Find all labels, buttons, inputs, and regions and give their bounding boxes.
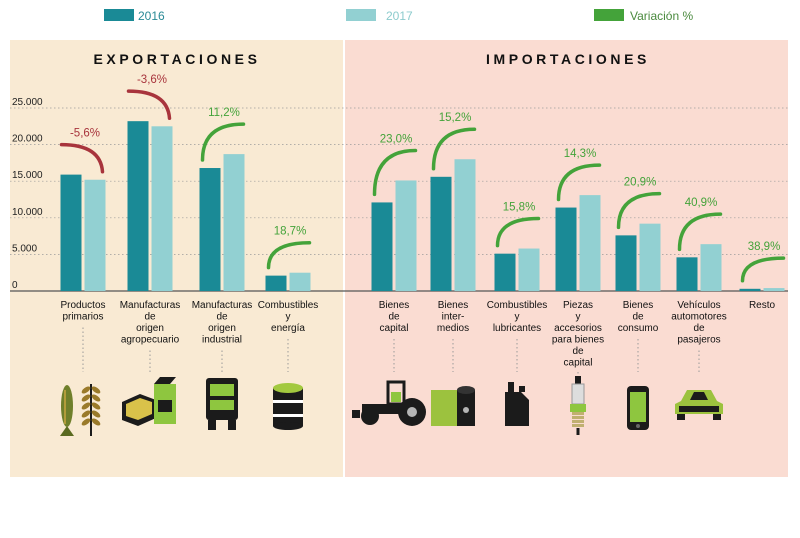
panel-2: IMPORTACIONES 23,0% Bienes de capital 15,2% Bi… [352, 51, 786, 435]
category-label: Manufacturas de origen agropecuario [120, 300, 181, 346]
variation-label: 23,0% [380, 133, 413, 145]
variation-label: 11,2% [208, 107, 240, 119]
variation-label: 14,3% [564, 148, 597, 160]
category-group: -5,6% Productos primarios [59, 128, 106, 436]
category-group: 38,9% Resto [739, 241, 786, 311]
variation-arc [740, 256, 786, 283]
bar-2016 [430, 176, 452, 291]
legend-swatch-1 [104, 9, 134, 21]
legend-label-2: 2017 [386, 9, 413, 23]
category-label: Bienes de consumo [618, 300, 659, 334]
bar-2017 [289, 272, 311, 291]
category-group: 18,7% Combustibles y energía [258, 226, 319, 430]
variation-arc [495, 216, 541, 248]
bar-2016 [676, 257, 698, 291]
bar-2017 [763, 288, 785, 291]
y-tick-label: 10.000 [12, 207, 43, 218]
category-label: Piezas y accesorios para bienes de capital [552, 300, 604, 369]
truck-icon [206, 378, 238, 430]
panel-1: EXPORTACIONES -5,6% Productos primarios -3,6… [59, 51, 319, 436]
smartphone-icon [627, 386, 649, 430]
material-roll-icon [431, 386, 475, 426]
bar-2016 [739, 288, 761, 291]
variation-arc [59, 142, 105, 174]
bar-2017 [579, 195, 601, 291]
category-label: Vehículos automotores de pasajeros [671, 300, 727, 346]
variation-label: -5,6% [70, 128, 100, 140]
bar-2017 [84, 179, 106, 291]
legend-swatch-2 [346, 9, 376, 21]
category-group: -3,6% Manufacturas de origen agropecuario [120, 74, 181, 426]
variation-arc [431, 127, 477, 171]
bar-2017 [454, 159, 476, 291]
y-tick-label: 15.000 [12, 170, 43, 181]
spark-plug-icon [570, 376, 586, 435]
jerrycan-icon [505, 382, 529, 426]
bar-2016 [127, 121, 149, 292]
category-label: Productos primarios [60, 300, 105, 323]
y-tick-label: 20.000 [12, 134, 43, 145]
legend-label-1: 2016 [138, 9, 165, 23]
variation-label: 38,9% [748, 241, 781, 253]
bar-2017 [518, 248, 540, 291]
category-label: Manufacturas de origen industrial [192, 300, 253, 346]
legend-label-3: Variación % [630, 9, 693, 23]
category-label: Combustibles y energía [258, 300, 319, 334]
variation-label: 15,2% [439, 112, 472, 124]
panel-title: IMPORTACIONES [486, 51, 650, 67]
panel-title: EXPORTACIONES [93, 51, 260, 67]
y-tick-label: 25.000 [12, 97, 43, 108]
variation-label: 40,9% [685, 197, 718, 209]
category-label: Resto [749, 300, 776, 311]
category-group: 20,9% Bienes de consumo [615, 177, 662, 430]
legend-item-2: 2017 [346, 9, 413, 23]
variation-label: 15,8% [503, 202, 536, 214]
category-label: Bienes inter-medios [437, 300, 469, 334]
bar-2016 [199, 168, 221, 291]
variation-label: -3,6% [137, 74, 167, 86]
category-label: Combustibles y lubricantes [487, 300, 548, 334]
legend-swatch-3 [594, 9, 624, 21]
variation-label: 20,9% [624, 177, 657, 189]
bar-2017 [223, 154, 245, 291]
variation-arc [556, 163, 602, 202]
fish-wheat-icon [60, 384, 101, 436]
bar-2017 [395, 180, 417, 291]
y-tick-label: 0 [12, 280, 18, 291]
variation-arc [200, 122, 246, 162]
legend: 2016 2017 Variación % [104, 9, 693, 23]
bar-2016 [265, 275, 287, 291]
bar-2016 [371, 202, 393, 291]
bar-2017 [639, 223, 661, 291]
category-label: Bienes de capital [379, 300, 410, 334]
variation-arc [616, 191, 662, 230]
category-group: 23,0% Bienes de capital [352, 133, 426, 426]
category-group: 40,9% Vehículos automotores de pasajeros [671, 197, 727, 420]
y-tick-label: 5.000 [12, 243, 37, 254]
category-group: 14,3% Piezas y accesorios para bienes de capit… [552, 148, 604, 435]
category-group: 15,8% Combustibles y lubricantes [487, 202, 548, 426]
bar-2016 [494, 253, 516, 291]
variation-arc [372, 148, 418, 197]
car-icon [675, 390, 723, 420]
category-group: 11,2% Manufacturas de origen industrial [192, 107, 253, 430]
bar-2017 [151, 126, 173, 291]
bar-2016 [555, 207, 577, 291]
legend-item-1: 2016 [104, 9, 165, 23]
variation-arc [266, 240, 312, 270]
oil-barrel-icon [273, 383, 303, 430]
dairy-products-icon [122, 377, 176, 426]
tractor-icon [352, 380, 426, 426]
bar-2016 [615, 235, 637, 291]
variation-arc [126, 89, 172, 121]
variation-arc [677, 212, 723, 252]
bar-2017 [700, 244, 722, 291]
category-group: 15,2% Bienes inter-medios [430, 112, 477, 426]
variation-label: 18,7% [274, 226, 307, 238]
legend-item-3: Variación % [594, 9, 693, 23]
bar-2016 [60, 174, 82, 291]
